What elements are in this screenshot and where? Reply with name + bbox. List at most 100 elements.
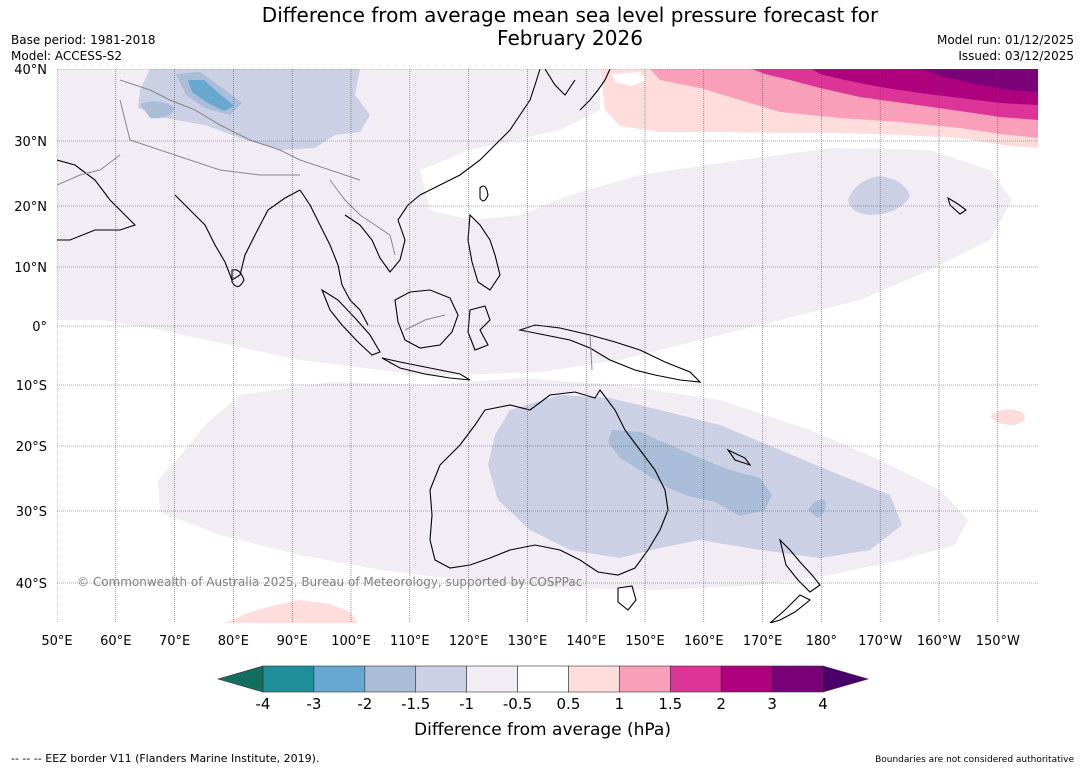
border-south-asia — [119, 99, 300, 176]
anomaly-region-tibet-patch — [140, 101, 175, 119]
colorbar-segment — [720, 665, 773, 693]
coast-new-guinea — [517, 324, 702, 383]
colorbar-tick-label: -0.5 — [503, 695, 532, 713]
colorbar-segment — [415, 665, 467, 693]
colorbar-tick-label: 1.5 — [658, 695, 682, 713]
colorbar-tick-label: 0.5 — [557, 695, 581, 713]
colorbar-tick-label: 4 — [818, 695, 828, 713]
coast-philippines — [467, 213, 501, 291]
colorbar-tick-label: 2 — [716, 695, 726, 713]
title-line-1: Difference from average mean sea level p… — [261, 3, 879, 27]
coast-sumatra — [320, 288, 381, 356]
lon-label: 170°E — [743, 634, 783, 649]
lon-label: 110°E — [390, 634, 430, 649]
colorbar-segment — [466, 665, 518, 693]
colorbar-extend-high — [822, 665, 870, 693]
lon-label: 60°E — [100, 634, 131, 649]
anomaly-region-southern-ocean-high — [225, 600, 358, 623]
coast-africa-arabia — [57, 159, 137, 241]
colorbar-segment — [619, 665, 671, 693]
lat-label: 30°S — [16, 505, 47, 520]
lat-label: 10°S — [16, 379, 47, 394]
lon-label: 160°E — [684, 634, 724, 649]
border-central-asia — [119, 79, 361, 181]
border-west-asia — [57, 154, 121, 186]
coast-taiwan — [479, 185, 489, 202]
lat-label: 20°S — [16, 440, 47, 455]
longitude-labels: 50°E 60°E 70°E 80°E 90°E 100°E 110°E 120°E 130°E… — [41, 634, 1020, 649]
anomaly-region-himalaya-core — [188, 80, 234, 111]
colorbar-tick-label: 3 — [767, 695, 777, 713]
lon-label: 50°E — [41, 634, 72, 649]
colorbar: -4 -3 -2 -1.5 -1 -0.5 0.5 1 1.5 2 3 4 — [216, 665, 870, 713]
border-png — [589, 334, 593, 371]
copyright-notice: © Commonwealth of Australia 2025, Bureau… — [77, 575, 583, 589]
title-line-2: February 2026 — [497, 26, 643, 50]
map-plot-area — [57, 69, 1038, 623]
colorbar-segment — [517, 665, 569, 693]
lon-label: 90°E — [277, 634, 308, 649]
colorbar-tick-label: -3 — [306, 695, 321, 713]
coast-sri-lanka — [231, 269, 245, 288]
coast-korea — [544, 69, 576, 96]
lon-label: 180° — [806, 634, 837, 649]
coast-borneo — [394, 289, 459, 349]
anomaly-region-ne-pacific-3 — [920, 69, 1038, 92]
eez-legend: -- -- -- EEZ border V11 (Flanders Marine… — [11, 752, 320, 765]
colorbar-segment — [669, 665, 722, 693]
lon-label: 150°E — [625, 634, 665, 649]
colorbar-tick-label: -1 — [459, 695, 474, 713]
lon-label: 70°E — [159, 634, 190, 649]
coast-new-caledonia — [726, 448, 752, 467]
lon-label: 80°E — [218, 634, 249, 649]
anomaly-region-central-pacific-low — [848, 176, 910, 215]
map-title: Difference from average mean sea level p… — [200, 4, 940, 50]
colorbar-segment — [771, 665, 824, 693]
run-info: Model run: 01/12/2025 Issued: 03/12/2025 — [937, 32, 1074, 64]
anomaly-region-japan-white — [612, 72, 646, 86]
latitude-labels: 40°N 30°N 20°N 10°N 0° 10°S 20°S 30°S 40°S — [14, 63, 47, 592]
coast-se-asia — [299, 189, 369, 326]
colorbar-segment — [568, 665, 620, 693]
colorbar-extend-low — [216, 665, 264, 693]
colorbar-label: Difference from average (hPa) — [414, 720, 671, 740]
lon-label: 120°E — [449, 634, 489, 649]
coast-sulawesi — [467, 305, 491, 351]
border-borneo — [404, 314, 446, 331]
anomaly-region-australia-core — [608, 430, 772, 516]
base-period: Base period: 1981-2018 — [11, 33, 156, 47]
colorbar-tick-label: -4 — [256, 695, 271, 713]
coast-nz-south — [769, 594, 812, 623]
lat-label: 20°N — [14, 200, 47, 215]
issued-date: Issued: 03/12/2025 — [958, 49, 1074, 63]
model-info: Base period: 1981-2018 Model: ACCESS-S2 — [11, 32, 156, 64]
lat-label: 40°S — [16, 577, 47, 592]
lat-label: 0° — [32, 320, 47, 335]
lon-label: 170°W — [858, 634, 902, 649]
lon-label: 150°W — [976, 634, 1020, 649]
graticule — [57, 69, 1038, 623]
coast-australia — [429, 389, 669, 576]
lat-label: 10°N — [14, 261, 47, 276]
lon-label: 140°E — [566, 634, 606, 649]
lat-label: 40°N — [14, 63, 47, 78]
colorbar-segment — [262, 665, 315, 693]
model-run: Model run: 01/12/2025 — [936, 33, 1074, 47]
coast-tasmania — [617, 585, 637, 611]
colorbar-tick-label: 1 — [615, 695, 625, 713]
colorbar-segment — [313, 665, 366, 693]
colorbar-segment — [364, 665, 417, 693]
coast-japan — [579, 69, 611, 111]
lon-label: 160°W — [917, 634, 961, 649]
coast-indochina — [344, 194, 421, 273]
coast-china — [419, 69, 541, 196]
border-mainland-se-asia — [329, 179, 396, 256]
anomaly-region-fiji-high — [990, 409, 1025, 426]
lon-label: 130°E — [508, 634, 548, 649]
coast-hawaii — [947, 196, 967, 215]
boundary-disclaimer: Boundaries are not considered authoritat… — [875, 755, 1074, 765]
colorbar-tick-label: -1.5 — [401, 695, 430, 713]
lat-label: 30°N — [14, 135, 47, 150]
lon-label: 100°E — [331, 634, 371, 649]
